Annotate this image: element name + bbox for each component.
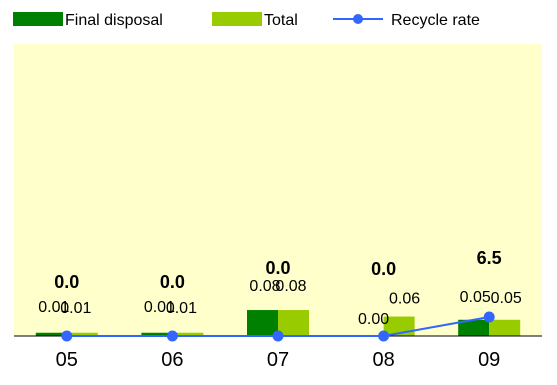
bar-value-label: 0.00 (358, 311, 389, 328)
x-tick-labels: 05 06 07 08 09 (56, 349, 501, 371)
bar-value-label: 0.01 (38, 299, 69, 316)
line-point (272, 330, 284, 342)
bar-value-label: 0.08 (249, 278, 280, 295)
rate-value-label: 0.0 (54, 272, 79, 292)
bar-value-label: 0.05 (491, 290, 522, 307)
rate-value-label: 6.5 (477, 248, 502, 268)
legend-item-recycle-rate: Recycle rate (333, 12, 480, 29)
legend-marker (353, 14, 363, 24)
legend-label: Total (264, 12, 298, 29)
x-tick-label: 09 (478, 349, 500, 371)
legend-label: Final disposal (65, 12, 163, 29)
bar-total (278, 310, 309, 336)
bar-value-label: 0.06 (389, 291, 420, 308)
x-tick-label: 08 (372, 349, 394, 371)
legend-item-total: Total (212, 12, 298, 29)
bar-value-label: 0.05 (460, 289, 491, 306)
bar-total (172, 332, 204, 336)
rate-value-label: 0.0 (371, 259, 396, 279)
bar-final-disposal (458, 319, 490, 336)
line-point (378, 330, 390, 342)
bar-value-label: 0.01 (166, 300, 197, 317)
legend: Final disposal Total Recycle rate (13, 12, 480, 29)
line-point (61, 330, 73, 342)
line-point (483, 311, 495, 323)
bar-total (66, 332, 98, 336)
bar-final-disposal (247, 310, 278, 336)
legend-swatch (212, 12, 262, 26)
rate-value-label: 0.0 (265, 258, 290, 278)
plot-area (14, 44, 542, 336)
rate-value-label: 0.0 (160, 272, 185, 292)
legend-label: Recycle rate (391, 12, 480, 29)
bar-value-label: 0.01 (60, 300, 91, 317)
line-layer (61, 311, 495, 342)
legend-item-final-disposal: Final disposal (13, 12, 163, 29)
bar-value-label: 0.01 (144, 299, 175, 316)
bar-final-disposal (35, 332, 67, 336)
bar-value-label: 0.08 (275, 278, 306, 295)
x-tick-label: 07 (267, 349, 289, 371)
data-labels: 0.010.01 0.010.010.080.080.000.06 0.05 0.05… (38, 248, 522, 328)
bar-final-disposal (141, 332, 173, 336)
line-point (166, 330, 178, 342)
x-tick-label: 06 (161, 349, 183, 371)
bar-total (489, 319, 521, 336)
x-tick-label: 05 (56, 349, 78, 371)
legend-swatch (13, 12, 63, 26)
